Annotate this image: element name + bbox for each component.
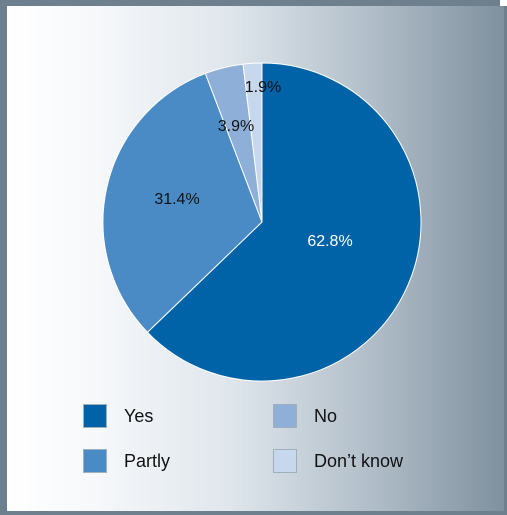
legend-swatch-partly bbox=[83, 449, 107, 473]
legend-item-dont-know: Don’t know bbox=[273, 449, 403, 473]
legend-item-no: No bbox=[273, 404, 337, 428]
slice-value-label: 62.8% bbox=[307, 233, 352, 250]
slice-value-label: 1.9% bbox=[245, 79, 281, 96]
pie-slice-don-t-know bbox=[242, 62, 263, 223]
legend-label-dont-know: Don’t know bbox=[314, 450, 404, 471]
legend-swatch-yes bbox=[83, 404, 107, 428]
pie-slice-partly bbox=[102, 72, 263, 333]
legend-label-partly: Partly bbox=[124, 450, 171, 471]
slice-value-label: 3.9% bbox=[218, 118, 254, 135]
frame-corner bbox=[500, 0, 507, 6]
pie-slices bbox=[102, 62, 422, 382]
legend-item-partly: Partly bbox=[83, 449, 170, 473]
pie-slice-yes bbox=[146, 62, 422, 382]
legend-swatch-no bbox=[273, 404, 297, 428]
pie-labels: 62.8% 31.4% 3.9% 1.9% bbox=[154, 79, 352, 250]
slice-value-label: 31.4% bbox=[154, 191, 199, 208]
legend-swatch-dont-know bbox=[273, 449, 297, 473]
legend-label-yes: Yes bbox=[124, 405, 154, 426]
legend-label-no: No bbox=[314, 405, 338, 426]
legend-item-yes: Yes bbox=[83, 404, 153, 428]
